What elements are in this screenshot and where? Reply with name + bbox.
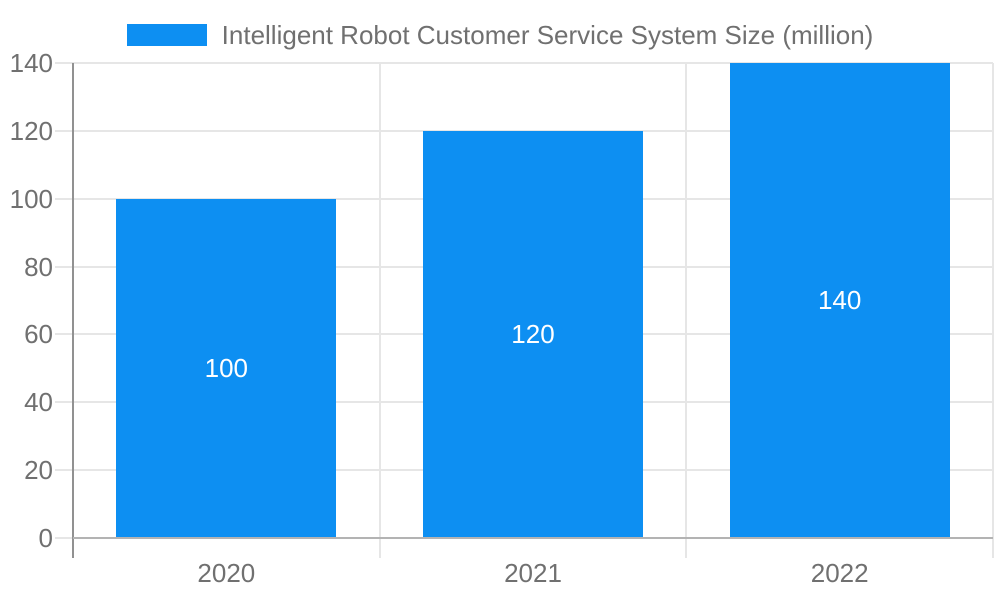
y-axis-tick	[55, 469, 73, 472]
y-tick-label: 140	[9, 48, 53, 78]
h-gridline	[73, 62, 993, 64]
y-tick-label: 60	[24, 319, 53, 350]
bar-value-label: 120	[511, 318, 555, 349]
x-axis-tick	[685, 538, 688, 558]
v-gridline	[378, 63, 381, 538]
x-tick-label-2020: 2020	[197, 558, 256, 588]
x-axis-tick	[992, 538, 994, 558]
x-axis-tick	[378, 538, 381, 558]
legend-swatch-icon	[126, 24, 207, 46]
y-axis-line	[72, 63, 74, 558]
legend: Intelligent Robot Customer Service Syste…	[0, 22, 1000, 48]
y-axis-tick	[55, 537, 73, 539]
bar-value-label: 140	[817, 285, 862, 315]
y-axis-tick	[55, 401, 73, 404]
x-tick-label-2021: 2021	[504, 558, 562, 588]
y-axis-tick	[55, 129, 73, 132]
y-tick-label: 40	[24, 387, 53, 418]
y-axis-tick	[55, 197, 73, 200]
bar-2020[interactable]: 100	[116, 198, 337, 538]
y-tick-label: 20	[24, 455, 53, 486]
y-axis-tick	[55, 333, 73, 336]
x-tick-label-2022: 2022	[810, 558, 869, 588]
bar-value-label: 100	[204, 352, 249, 383]
y-tick-label: 120	[9, 115, 53, 146]
v-gridline	[685, 63, 688, 538]
y-axis-tick	[55, 265, 73, 268]
y-tick-label: 80	[24, 251, 53, 282]
y-tick-label: 0	[38, 523, 53, 553]
y-axis-tick	[55, 62, 73, 64]
bar-2022[interactable]: 140	[729, 63, 950, 538]
y-tick-label: 100	[9, 183, 53, 214]
v-gridline	[992, 63, 994, 538]
bar-2021[interactable]: 120	[423, 130, 643, 538]
legend-item[interactable]: Intelligent Robot Customer Service Syste…	[126, 20, 874, 50]
x-axis-line	[73, 537, 993, 539]
legend-label: Intelligent Robot Customer Service Syste…	[221, 20, 874, 50]
